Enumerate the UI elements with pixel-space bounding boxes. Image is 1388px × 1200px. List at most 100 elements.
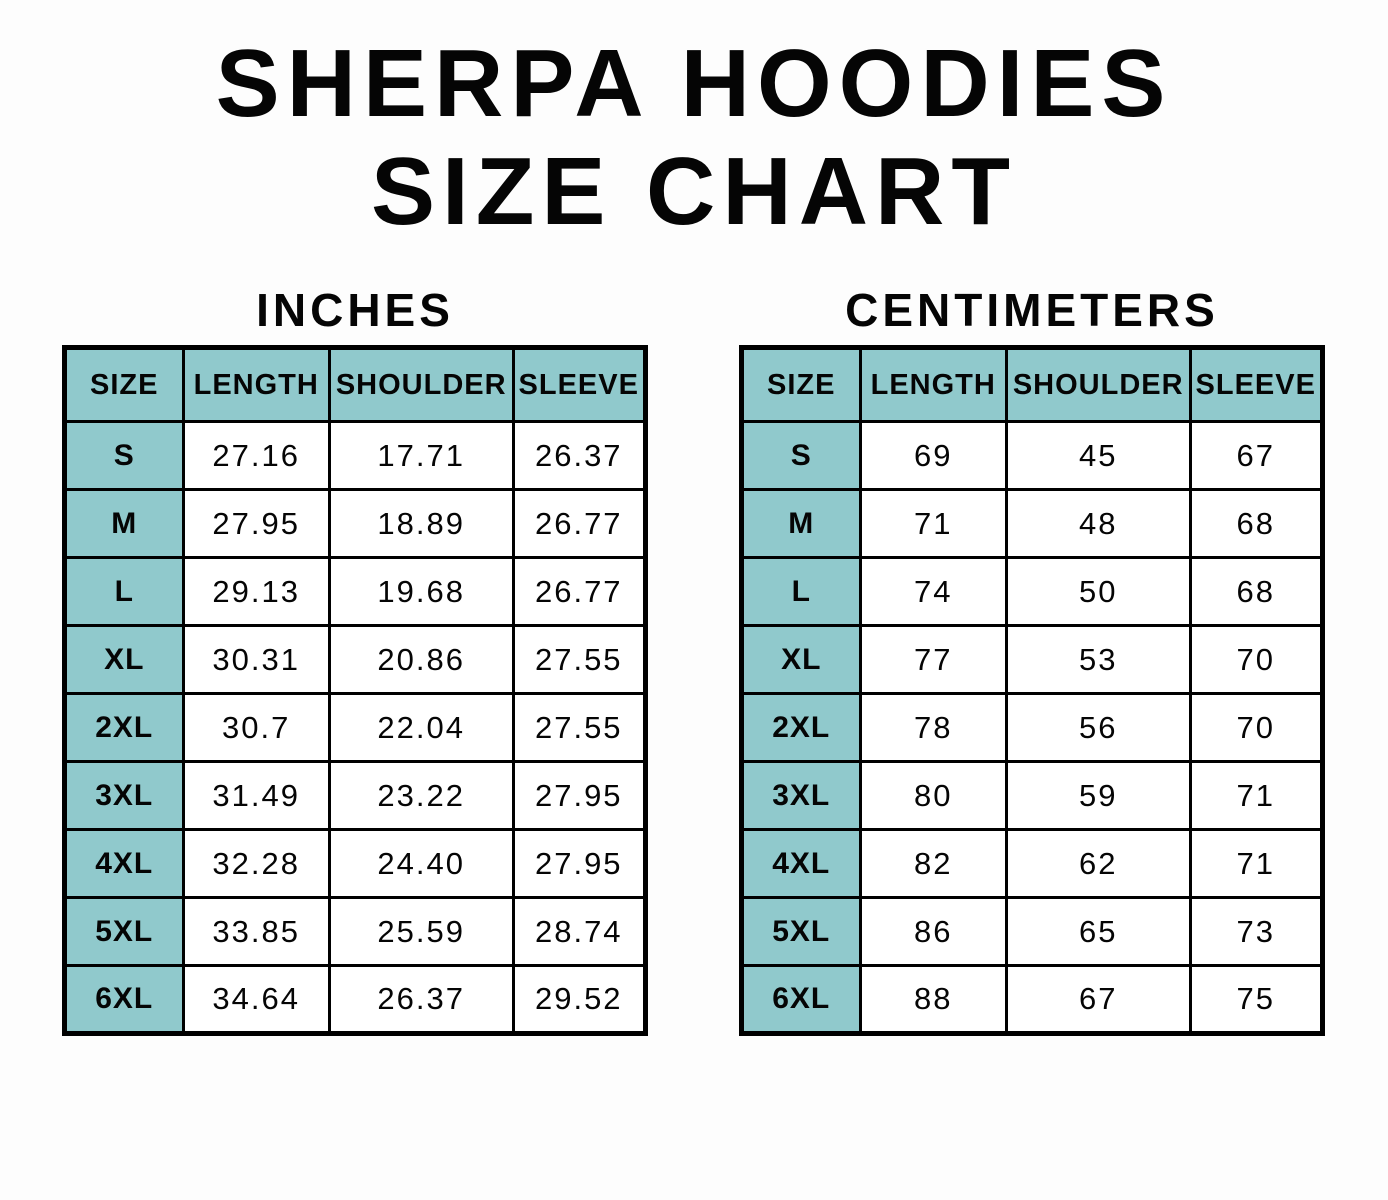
column-header-length: LENGTH: [858, 346, 1008, 424]
value-cell: 27.95: [511, 828, 648, 900]
value-cell: 27.95: [181, 488, 331, 560]
size-label: S: [63, 420, 185, 492]
value-cell: 73: [1188, 896, 1325, 968]
size-label: 4XL: [740, 828, 862, 900]
column-header-sleeve: SLEEVE: [511, 346, 648, 424]
value-cell: 53: [1004, 624, 1192, 696]
value-cell: 30.31: [181, 624, 331, 696]
table-row: S 69 45 67: [740, 420, 1325, 492]
value-cell: 27.16: [181, 420, 331, 492]
value-cell: 70: [1188, 624, 1325, 696]
value-cell: 88: [858, 964, 1008, 1036]
table-row: 6XL 34.64 26.37 29.52: [63, 964, 648, 1036]
column-header-size: SIZE: [740, 346, 862, 424]
column-header-length: LENGTH: [181, 346, 331, 424]
value-cell: 26.77: [511, 556, 648, 628]
value-cell: 69: [858, 420, 1008, 492]
size-label: 2XL: [740, 692, 862, 764]
value-cell: 78: [858, 692, 1008, 764]
value-cell: 68: [1188, 488, 1325, 560]
value-cell: 25.59: [327, 896, 515, 968]
value-cell: 45: [1004, 420, 1192, 492]
size-label: 2XL: [63, 692, 185, 764]
column-header-size: SIZE: [63, 346, 185, 424]
size-label: M: [740, 488, 862, 560]
centimeters-section: CENTIMETERS SIZE LENGTH SHOULDER SLEEVE S 69 4…: [739, 245, 1325, 1037]
table-row: 3XL 31.49 23.22 27.95: [63, 760, 648, 832]
size-label: 5XL: [740, 896, 862, 968]
column-header-shoulder: SHOULDER: [327, 346, 515, 424]
centimeters-table: SIZE LENGTH SHOULDER SLEEVE S 69 45 67 M 71 48 68 L 7…: [739, 345, 1325, 1037]
size-label: XL: [740, 624, 862, 696]
inches-table: SIZE LENGTH SHOULDER SLEEVE S 27.16 17.71 26.37…: [62, 345, 648, 1037]
value-cell: 80: [858, 760, 1008, 832]
table-row: 4XL 82 62 71: [740, 828, 1325, 900]
value-cell: 71: [1188, 828, 1325, 900]
table-row: 2XL 30.7 22.04 27.55: [63, 692, 648, 764]
value-cell: 82: [858, 828, 1008, 900]
value-cell: 27.55: [511, 692, 648, 764]
value-cell: 26.77: [511, 488, 648, 560]
value-cell: 28.74: [511, 896, 648, 968]
table-row: L 74 50 68: [740, 556, 1325, 628]
size-label: 4XL: [63, 828, 185, 900]
size-label: 3XL: [740, 760, 862, 832]
table-row: XL 30.31 20.86 27.55: [63, 624, 648, 696]
value-cell: 24.40: [327, 828, 515, 900]
value-cell: 23.22: [327, 760, 515, 832]
page-title-line1: SHERPA HOODIES: [215, 30, 1173, 137]
value-cell: 34.64: [181, 964, 331, 1036]
value-cell: 26.37: [327, 964, 515, 1036]
value-cell: 75: [1188, 964, 1325, 1036]
value-cell: 18.89: [327, 488, 515, 560]
value-cell: 65: [1004, 896, 1192, 968]
value-cell: 71: [858, 488, 1008, 560]
value-cell: 33.85: [181, 896, 331, 968]
column-header-shoulder: SHOULDER: [1004, 346, 1192, 424]
value-cell: 67: [1004, 964, 1192, 1036]
table-row: S 27.16 17.71 26.37: [63, 420, 648, 492]
value-cell: 77: [858, 624, 1008, 696]
value-cell: 26.37: [511, 420, 648, 492]
value-cell: 32.28: [181, 828, 331, 900]
value-cell: 31.49: [181, 760, 331, 832]
table-row: XL 77 53 70: [740, 624, 1325, 696]
size-label: 6XL: [63, 964, 185, 1036]
value-cell: 67: [1188, 420, 1325, 492]
value-cell: 56: [1004, 692, 1192, 764]
value-cell: 20.86: [327, 624, 515, 696]
size-label: 5XL: [63, 896, 185, 968]
value-cell: 59: [1004, 760, 1192, 832]
value-cell: 19.68: [327, 556, 515, 628]
table-row: 5XL 86 65 73: [740, 896, 1325, 968]
size-label: 3XL: [63, 760, 185, 832]
inches-heading: INCHES: [256, 284, 454, 337]
header-row: SIZE LENGTH SHOULDER SLEEVE: [63, 346, 648, 424]
value-cell: 30.7: [181, 692, 331, 764]
table-row: 4XL 32.28 24.40 27.95: [63, 828, 648, 900]
value-cell: 62: [1004, 828, 1192, 900]
size-label: XL: [63, 624, 185, 696]
size-label: L: [740, 556, 862, 628]
centimeters-heading: CENTIMETERS: [845, 284, 1219, 337]
value-cell: 29.13: [181, 556, 331, 628]
value-cell: 68: [1188, 556, 1325, 628]
value-cell: 86: [858, 896, 1008, 968]
table-row: 3XL 80 59 71: [740, 760, 1325, 832]
table-row: 6XL 88 67 75: [740, 964, 1325, 1036]
value-cell: 74: [858, 556, 1008, 628]
tables-container: INCHES SIZE LENGTH SHOULDER SLEEVE S 27.16 17.…: [0, 245, 1388, 1037]
value-cell: 71: [1188, 760, 1325, 832]
column-header-sleeve: SLEEVE: [1188, 346, 1325, 424]
value-cell: 27.55: [511, 624, 648, 696]
value-cell: 50: [1004, 556, 1192, 628]
inches-section: INCHES SIZE LENGTH SHOULDER SLEEVE S 27.16 17.…: [62, 245, 648, 1037]
size-label: 6XL: [740, 964, 862, 1036]
value-cell: 48: [1004, 488, 1192, 560]
value-cell: 27.95: [511, 760, 648, 832]
table-row: M 71 48 68: [740, 488, 1325, 560]
page-title-line2: SIZE CHART: [371, 137, 1017, 245]
table-row: L 29.13 19.68 26.77: [63, 556, 648, 628]
header-row: SIZE LENGTH SHOULDER SLEEVE: [740, 346, 1325, 424]
